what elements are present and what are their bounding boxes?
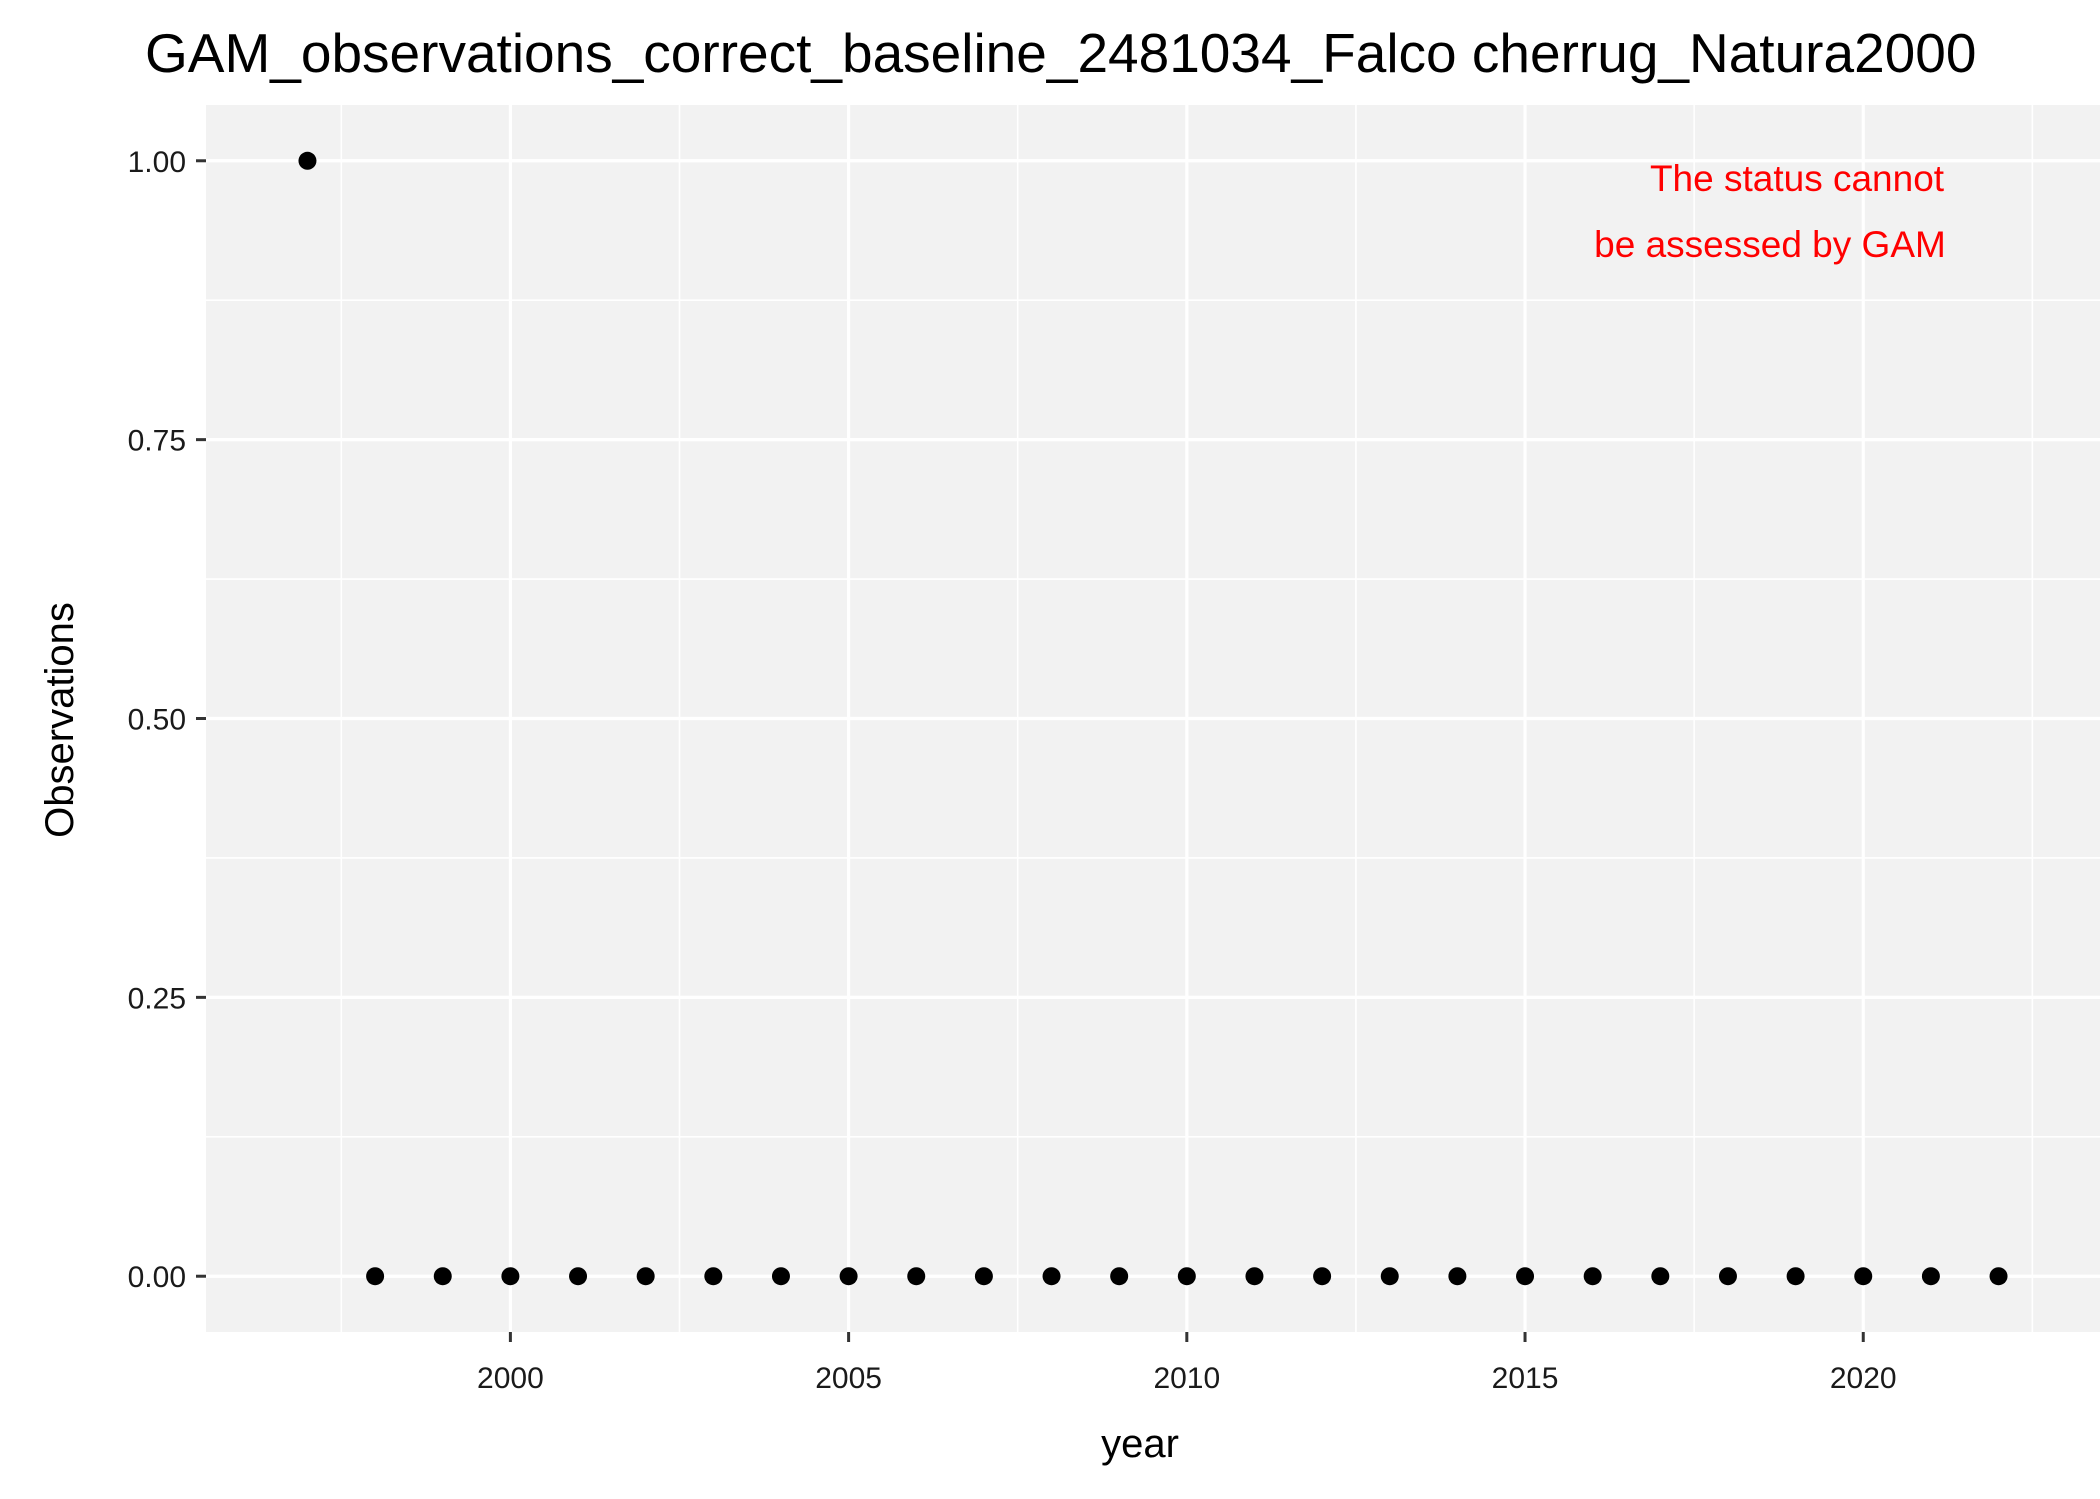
data-point <box>1718 1267 1737 1286</box>
data-points <box>298 151 2008 1286</box>
data-point <box>1110 1267 1129 1286</box>
y-tick-label: 0.75 <box>128 425 186 458</box>
data-point <box>298 151 317 170</box>
x-tick-label: 2005 <box>815 1362 882 1395</box>
x-tick-label: 2010 <box>1153 1362 1220 1395</box>
data-point <box>839 1267 858 1286</box>
data-point <box>501 1267 520 1286</box>
x-tick-label: 2015 <box>1492 1362 1559 1395</box>
x-axis-title: year <box>1101 1422 1179 1466</box>
data-point <box>1854 1267 1873 1286</box>
status-annotation-line-1: The status cannot <box>1650 158 1945 199</box>
y-tick-label: 0.50 <box>128 704 186 737</box>
data-point <box>433 1267 452 1286</box>
data-point <box>771 1267 790 1286</box>
data-point <box>1786 1267 1805 1286</box>
x-tick-label: 2000 <box>477 1362 544 1395</box>
y-tick-label: 0.00 <box>128 1261 186 1294</box>
y-tick-label: 0.25 <box>128 982 186 1015</box>
data-point <box>1448 1267 1467 1286</box>
data-point <box>974 1267 993 1286</box>
data-point <box>1380 1267 1399 1286</box>
y-tick-label: 1.00 <box>128 146 186 179</box>
x-tick-label: 2020 <box>1830 1362 1897 1395</box>
status-annotation-line-2: be assessed by GAM <box>1594 224 1946 265</box>
y-axis: 0.00 0.25 0.50 0.75 1.00 <box>128 146 206 1294</box>
chart-title: GAM_observations_correct_baseline_248103… <box>145 22 1976 84</box>
data-point <box>1245 1267 1264 1286</box>
data-point <box>569 1267 588 1286</box>
data-point <box>1583 1267 1602 1286</box>
data-point <box>1651 1267 1670 1286</box>
data-point <box>1989 1267 2008 1286</box>
major-grid <box>206 105 2100 1332</box>
data-point <box>704 1267 723 1286</box>
data-point <box>1313 1267 1332 1286</box>
data-point <box>366 1267 385 1286</box>
data-point <box>1921 1267 1940 1286</box>
data-point <box>907 1267 926 1286</box>
y-axis-title: Observations <box>38 602 82 838</box>
data-point <box>636 1267 655 1286</box>
x-axis: 2000 2005 2010 2015 2020 <box>477 1332 1897 1395</box>
data-point <box>1042 1267 1061 1286</box>
data-point <box>1177 1267 1196 1286</box>
data-point <box>1516 1267 1535 1286</box>
